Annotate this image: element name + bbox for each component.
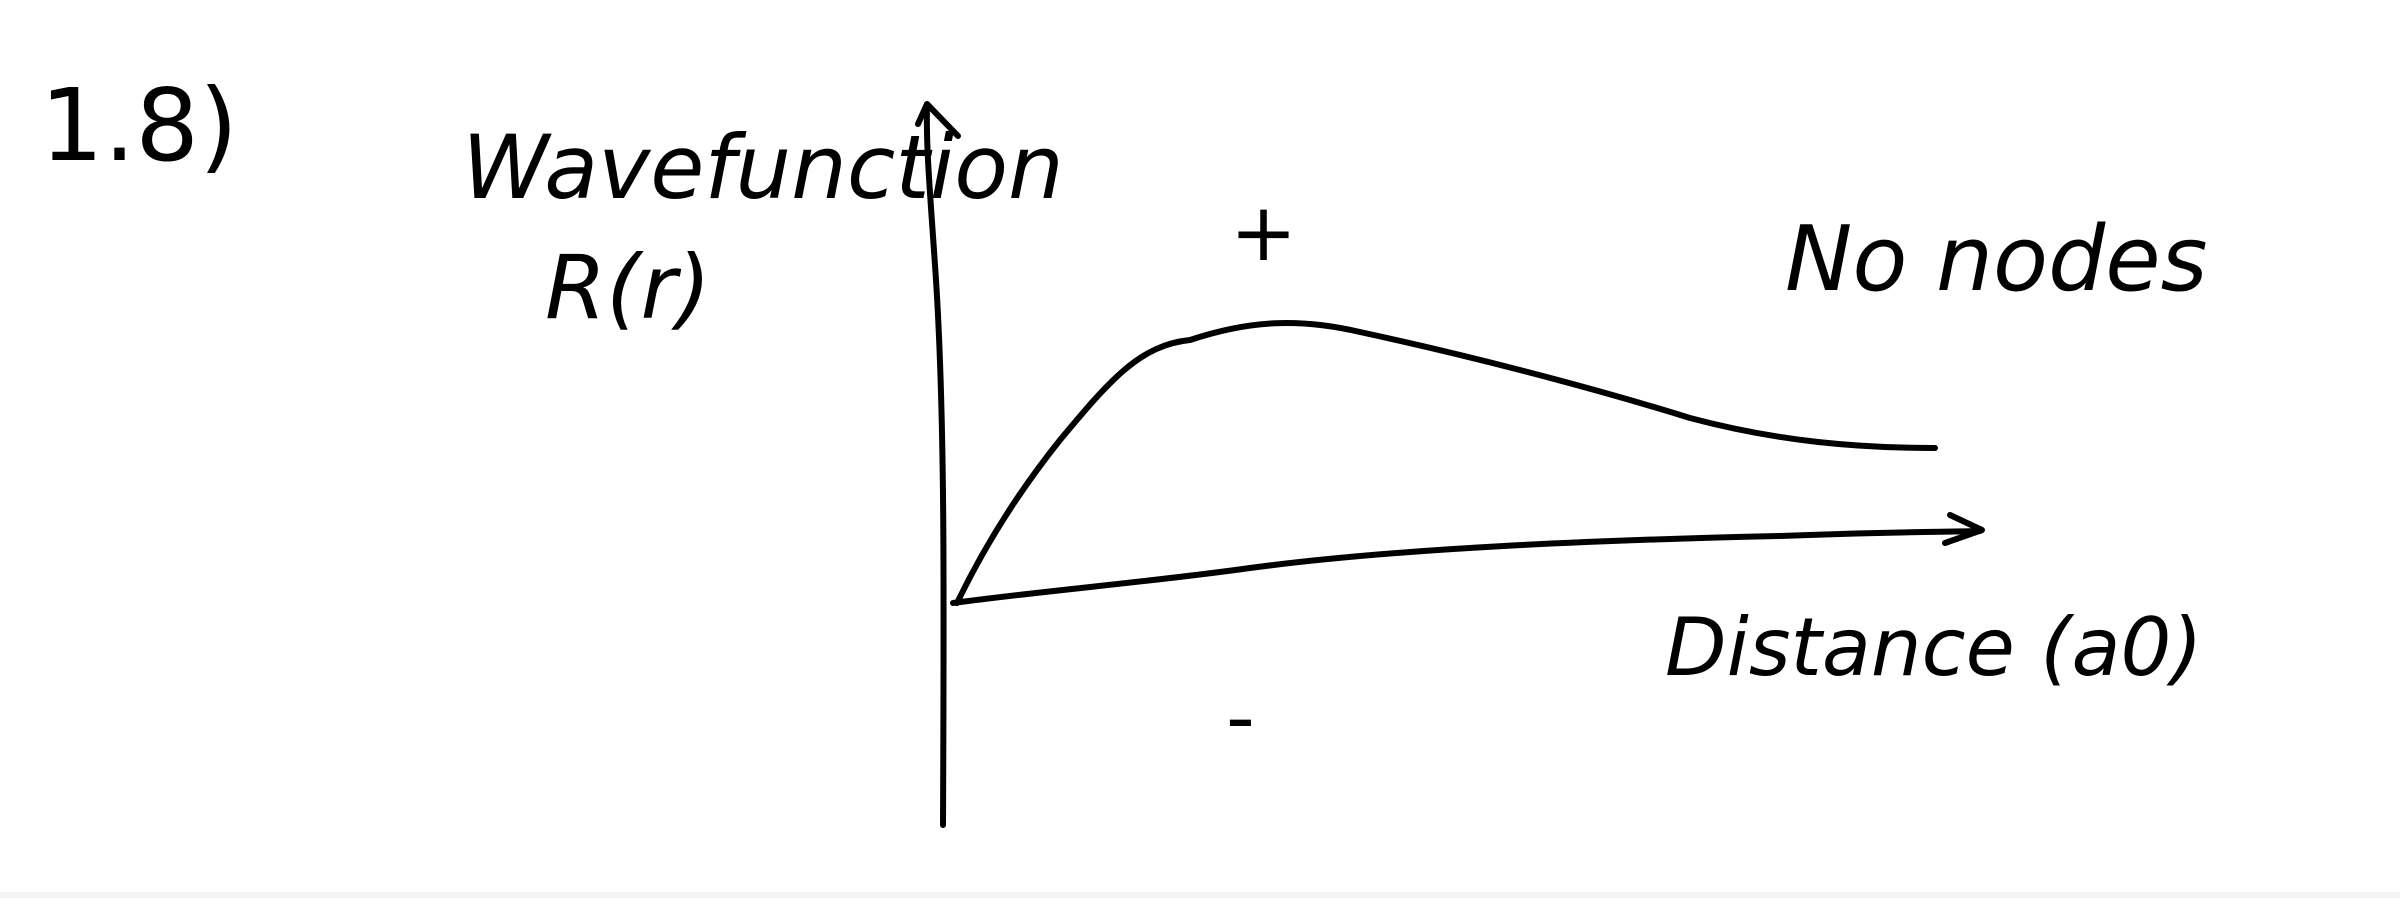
plus-sign: + (1230, 186, 1297, 279)
y-axis-arrowhead (915, 101, 961, 139)
no-nodes-annotation: No nodes (1785, 207, 2208, 312)
y-axis-label-line2: R(r) (545, 236, 711, 339)
x-axis-arrowhead (1942, 512, 1985, 546)
y-axis-label-line1: Wavefunction (462, 116, 1064, 219)
bottom-band (0, 892, 2400, 898)
x-axis-line (950, 528, 1983, 606)
minus-sign: - (1226, 671, 1255, 764)
problem-number: 1.8) (40, 67, 238, 184)
wavefunction-curve (954, 319, 1938, 606)
x-axis-label: Distance (a0) (1665, 601, 2203, 694)
y-axis-line (923, 102, 947, 828)
